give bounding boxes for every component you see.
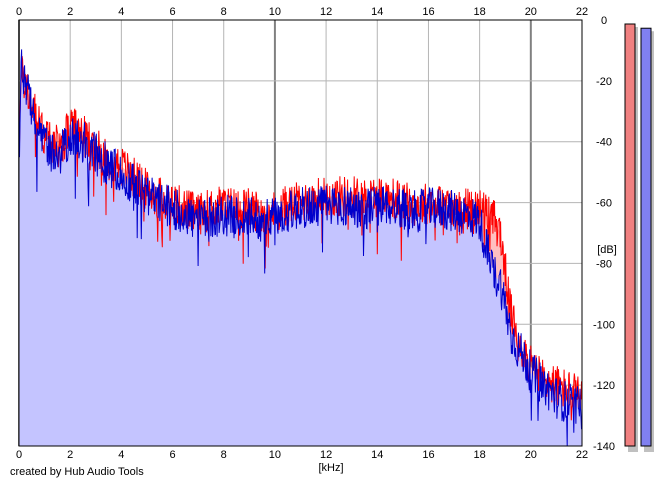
x-tick-label-top: 12 xyxy=(320,6,332,18)
x-tick-labels-top: 0 2 4 6 8 10 12 14 16 18 20 22 xyxy=(16,6,588,18)
y-tick-label: -80 xyxy=(596,258,612,270)
plot-border xyxy=(18,19,583,447)
y-tick-label: -60 xyxy=(596,198,612,210)
y-tick-label: -140 xyxy=(593,441,615,453)
x-tick-labels-bottom: 0 2 4 6 8 10 12 14 16 18 20 22 xyxy=(16,449,588,461)
credit-text: created by Hub Audio Tools xyxy=(10,466,144,478)
level-meter-right xyxy=(640,27,652,447)
plot-frame xyxy=(18,19,583,447)
y-tick-label: -100 xyxy=(593,319,615,331)
x-tick-label-top: 18 xyxy=(474,6,486,18)
y-axis-label: [dB] xyxy=(597,244,617,256)
series-1-fill xyxy=(19,65,582,446)
x-tick-label-top: 0 xyxy=(16,6,22,18)
x-tick-label-bottom: 0 xyxy=(16,449,22,461)
x-tick-label-bottom: 20 xyxy=(525,449,537,461)
x-tick-label-top: 10 xyxy=(269,6,281,18)
x-tick-label-top: 2 xyxy=(67,6,73,18)
x-tick-label-bottom: 18 xyxy=(474,449,486,461)
x-tick-label-bottom: 14 xyxy=(371,449,383,461)
y-tick-label: -20 xyxy=(596,76,612,88)
series-1-line xyxy=(18,49,583,447)
x-tick-label-bottom: 16 xyxy=(422,449,434,461)
x-tick-label-bottom: 22 xyxy=(576,449,588,461)
x-tick-label-top: 4 xyxy=(118,6,124,18)
x-tick-label-bottom: 12 xyxy=(320,449,332,461)
series-layer xyxy=(18,49,583,447)
x-tick-label-top: 20 xyxy=(525,6,537,18)
x-tick-label-bottom: 2 xyxy=(67,449,73,461)
x-tick-label-top: 22 xyxy=(576,6,588,18)
y-tick-label: -40 xyxy=(596,137,612,149)
y-tick-label: -120 xyxy=(593,380,615,392)
level-meter-left xyxy=(624,23,636,447)
x-tick-label-bottom: 4 xyxy=(118,449,124,461)
y-tick-label: 0 xyxy=(601,15,607,27)
y-tick-labels: 0 -20 -40 -60 -80 -100 -120 -140 xyxy=(593,15,615,453)
x-tick-label-bottom: 8 xyxy=(221,449,227,461)
x-tick-label-top: 6 xyxy=(169,6,175,18)
x-tick-label-bottom: 6 xyxy=(169,449,175,461)
x-tick-label-top: 8 xyxy=(221,6,227,18)
x-tick-label-bottom: 10 xyxy=(269,449,281,461)
level-meters xyxy=(624,23,654,452)
x-axis-label: [kHz] xyxy=(318,462,343,474)
x-tick-label-top: 16 xyxy=(422,6,434,18)
x-tick-label-top: 14 xyxy=(371,6,383,18)
